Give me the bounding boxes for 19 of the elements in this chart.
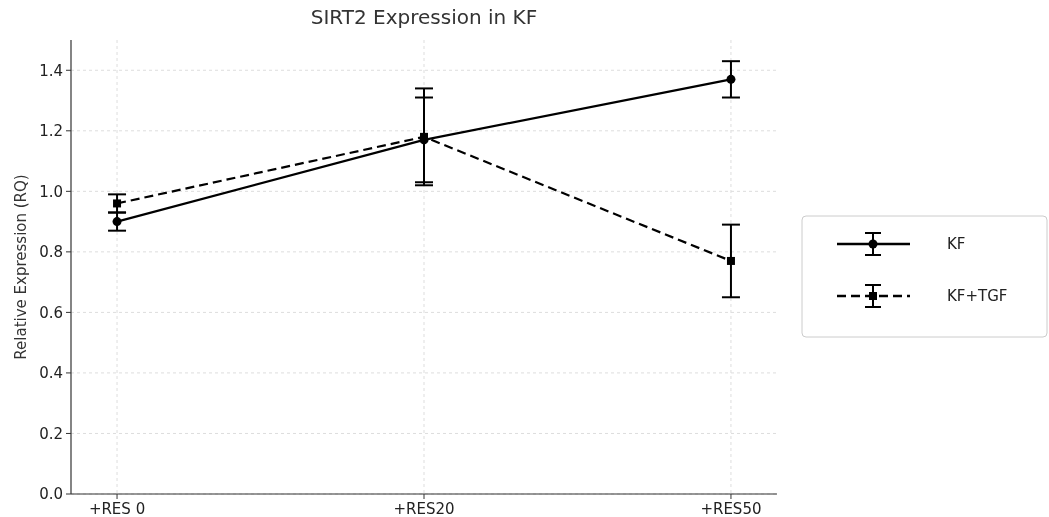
- y-tick-label: 0.2: [39, 424, 63, 443]
- y-tick-label: 0.6: [39, 303, 63, 322]
- x-tick-label: +RES20: [393, 500, 455, 517]
- text: KF+TGF: [947, 287, 1008, 306]
- y-tick-label: 1.4: [39, 61, 63, 80]
- y-tick-label: 1.0: [39, 182, 63, 201]
- x-tick-label: +RES 0: [88, 500, 146, 517]
- y-tick-label: 1.2: [39, 122, 63, 141]
- point: [726, 256, 735, 265]
- text: KF: [947, 235, 966, 254]
- y-tick-label: 0.0: [39, 485, 63, 504]
- chart-title: SIRT2 Expression in KF: [310, 5, 538, 29]
- point: [113, 199, 122, 208]
- point: [112, 217, 122, 227]
- y-axis-title: Relative Expression (RQ): [12, 174, 30, 360]
- point: [726, 74, 736, 84]
- y-tick-label: 0.8: [39, 243, 63, 262]
- y-tick-label: 0.4: [39, 364, 63, 383]
- x-tick-label: +RES50: [700, 500, 762, 517]
